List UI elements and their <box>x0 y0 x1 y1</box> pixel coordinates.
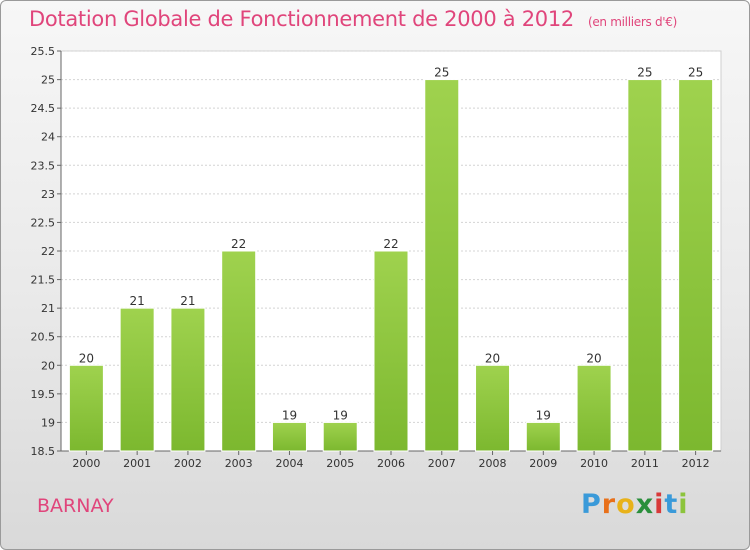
city-name: BARNAY <box>37 495 114 517</box>
chart-title: Dotation Globale de Fonctionnement de 20… <box>29 7 677 31</box>
logo-letter: x <box>635 489 655 520</box>
bar-value-label: 19 <box>536 408 551 422</box>
y-tick-label: 18.5 <box>31 445 56 458</box>
bar <box>576 364 612 452</box>
x-tick-label: 2001 <box>123 457 151 470</box>
bar <box>68 364 104 452</box>
y-tick-label: 19 <box>41 416 55 429</box>
bar-value-label: 25 <box>434 66 449 80</box>
bar <box>627 79 663 452</box>
y-tick-label: 22 <box>41 245 55 258</box>
bar <box>424 79 460 452</box>
y-tick-label: 23.5 <box>31 159 56 172</box>
y-tick-label: 23 <box>41 188 55 201</box>
y-tick-label: 21 <box>41 302 55 315</box>
bar-value-label: 25 <box>688 66 703 80</box>
y-tick-label: 22.5 <box>31 216 56 229</box>
bar-value-label: 19 <box>282 408 297 422</box>
bar-value-label: 20 <box>79 351 94 365</box>
bar <box>170 307 206 452</box>
x-tick-label: 2004 <box>275 457 303 470</box>
bar <box>322 421 358 452</box>
bar-value-label: 21 <box>130 294 145 308</box>
x-tick-label: 2009 <box>529 457 557 470</box>
y-tick-label: 24 <box>41 131 55 144</box>
x-tick-label: 2008 <box>479 457 507 470</box>
y-tick-label: 21.5 <box>31 274 56 287</box>
bar <box>678 79 714 452</box>
logo-letter: P <box>581 489 602 520</box>
bar-value-label: 25 <box>637 66 652 80</box>
bar-value-label: 21 <box>180 294 195 308</box>
bar <box>525 421 561 452</box>
proxiti-logo: Proxiti <box>581 489 689 520</box>
y-tick-label: 20.5 <box>31 331 56 344</box>
y-tick-label: 25.5 <box>31 45 56 58</box>
logo-letter: i <box>654 489 665 520</box>
x-tick-label: 2002 <box>174 457 202 470</box>
bar <box>119 307 155 452</box>
logo-letter: i <box>678 489 689 520</box>
x-tick-label: 2012 <box>682 457 710 470</box>
y-tick-label: 24.5 <box>31 102 56 115</box>
y-tick-label: 19.5 <box>31 388 56 401</box>
logo-letter: o <box>616 489 636 520</box>
x-tick-label: 2007 <box>428 457 456 470</box>
bar-value-label: 22 <box>231 237 246 251</box>
chart-unit: (en milliers d'€) <box>587 15 677 29</box>
bar <box>373 250 409 452</box>
x-tick-label: 2011 <box>631 457 659 470</box>
logo-letter: r <box>601 489 617 520</box>
x-tick-label: 2006 <box>377 457 405 470</box>
bar <box>271 421 307 452</box>
x-tick-label: 2005 <box>326 457 354 470</box>
x-tick-label: 2000 <box>72 457 100 470</box>
bar-value-label: 22 <box>383 237 398 251</box>
x-tick-label: 2003 <box>225 457 253 470</box>
bar-value-label: 19 <box>333 408 348 422</box>
y-tick-label: 20 <box>41 359 55 372</box>
chart-title-text: Dotation Globale de Fonctionnement de 20… <box>29 7 574 31</box>
bar-value-label: 20 <box>586 351 601 365</box>
logo-letter: t <box>664 489 679 520</box>
bar <box>221 250 257 452</box>
bar <box>475 364 511 452</box>
x-tick-label: 2010 <box>580 457 608 470</box>
bar-value-label: 20 <box>485 351 500 365</box>
y-tick-label: 25 <box>41 74 55 87</box>
